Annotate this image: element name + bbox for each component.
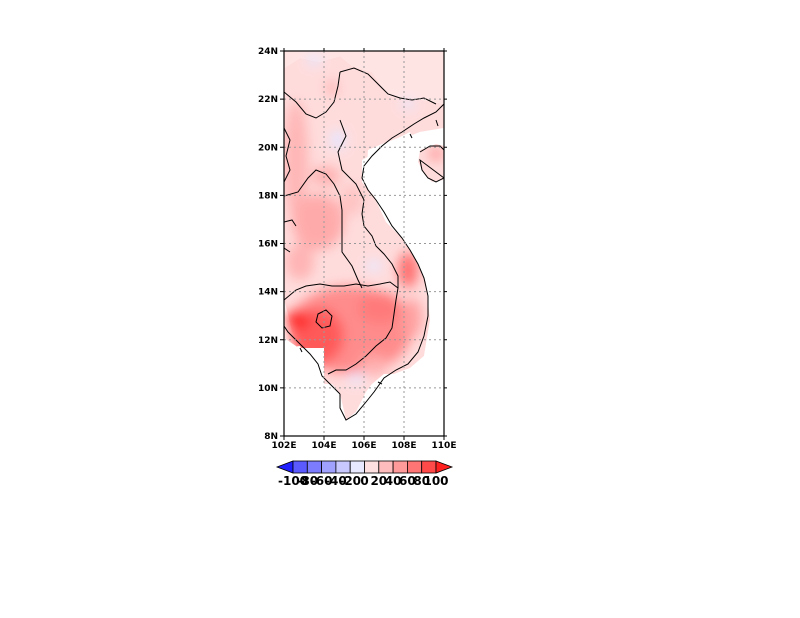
axis-ticks	[280, 48, 447, 440]
lon-label: 102E	[272, 441, 297, 451]
blob-thai	[286, 244, 314, 280]
blob-east-cambodia	[358, 292, 402, 324]
border-thai-myanmar	[284, 219, 297, 253]
blob-coast	[286, 310, 310, 330]
lat-label: 10N	[258, 384, 278, 394]
top-strip	[284, 51, 444, 104]
lat-label: 14N	[258, 288, 278, 298]
lat-label: 12N	[258, 336, 278, 346]
blob-yunnan	[326, 80, 338, 96]
tonle-sap	[315, 309, 333, 329]
colorbar-level-label: -60	[311, 474, 333, 488]
blob-neg-central	[366, 260, 382, 272]
north-ocean-gap	[366, 132, 414, 178]
blob-mekong	[360, 356, 388, 376]
border-myanmar	[284, 127, 291, 183]
colorbar-box	[349, 460, 365, 474]
coastline-vietnam	[339, 103, 444, 421]
blob-west-laos	[284, 100, 308, 220]
blob-neg-top	[307, 54, 321, 66]
colorbar	[275, 460, 454, 474]
border-cambodia-vn	[327, 287, 399, 375]
colorbar-level-label: -20	[339, 474, 361, 488]
lat-label: 18N	[258, 191, 278, 201]
lat-label: 22N	[258, 95, 278, 105]
colorbar-box	[306, 460, 322, 474]
lat-label: 20N	[258, 143, 278, 153]
border-vn-laos	[337, 119, 399, 288]
colorbar-level-label: 100	[423, 474, 448, 488]
gulf-of-tonkin	[284, 128, 444, 436]
colorbar-level-label: 20	[370, 474, 387, 488]
inner-gulf	[284, 338, 312, 372]
colorbar-low-arrow	[275, 460, 294, 474]
lat-label: 16N	[258, 240, 278, 250]
lon-label: 106E	[352, 441, 377, 451]
colorbar-box	[321, 460, 337, 474]
colorbar-box	[364, 460, 380, 474]
blob-central-highlands	[398, 252, 418, 288]
colorbar-box	[406, 460, 423, 474]
blob-laos	[292, 194, 344, 250]
lon-label: 110E	[432, 441, 457, 451]
colorbar-level-label: 0	[360, 474, 368, 488]
colorbar-level-label: -80	[296, 474, 318, 488]
colorbar-box	[392, 460, 408, 474]
coastline-hainan	[419, 145, 444, 183]
gridlines	[284, 51, 444, 436]
border-laos-thai	[284, 169, 363, 289]
islands	[299, 119, 439, 385]
colorbar-box	[378, 460, 394, 474]
map-panel	[284, 51, 444, 436]
colorbar-box	[292, 460, 308, 474]
colorbar-box	[335, 460, 351, 474]
lat-label: 8N	[264, 432, 278, 442]
blob-south-coast	[402, 298, 422, 338]
blob-central	[340, 184, 364, 216]
lon-label: 108E	[392, 441, 417, 451]
coastline-gulf	[284, 325, 341, 395]
colorbar-level-label: 40	[385, 474, 402, 488]
blob-hainan	[429, 148, 443, 160]
lat-label: 24N	[258, 47, 278, 57]
latitude-labels: 8N 10N 12N 14N 16N 18N 20N 22N 24N	[258, 47, 278, 442]
blob-neg-south	[348, 372, 364, 384]
blob-neg-ne	[401, 99, 415, 109]
colorbar-level-label: -100	[278, 474, 308, 488]
blob-north	[312, 166, 340, 186]
colorbar-level-label: 80	[413, 474, 430, 488]
longitude-labels: 102E 104E 106E 108E 110E	[272, 441, 457, 451]
lon-label: 104E	[312, 441, 337, 451]
colorbar-high-arrow	[435, 460, 454, 474]
colorbar-box	[421, 460, 437, 474]
colorbar-level-label: -40	[325, 474, 347, 488]
colorbar-level-label: 60	[399, 474, 416, 488]
border-thai-cambodia	[284, 281, 399, 301]
border-china-laos	[284, 71, 341, 119]
